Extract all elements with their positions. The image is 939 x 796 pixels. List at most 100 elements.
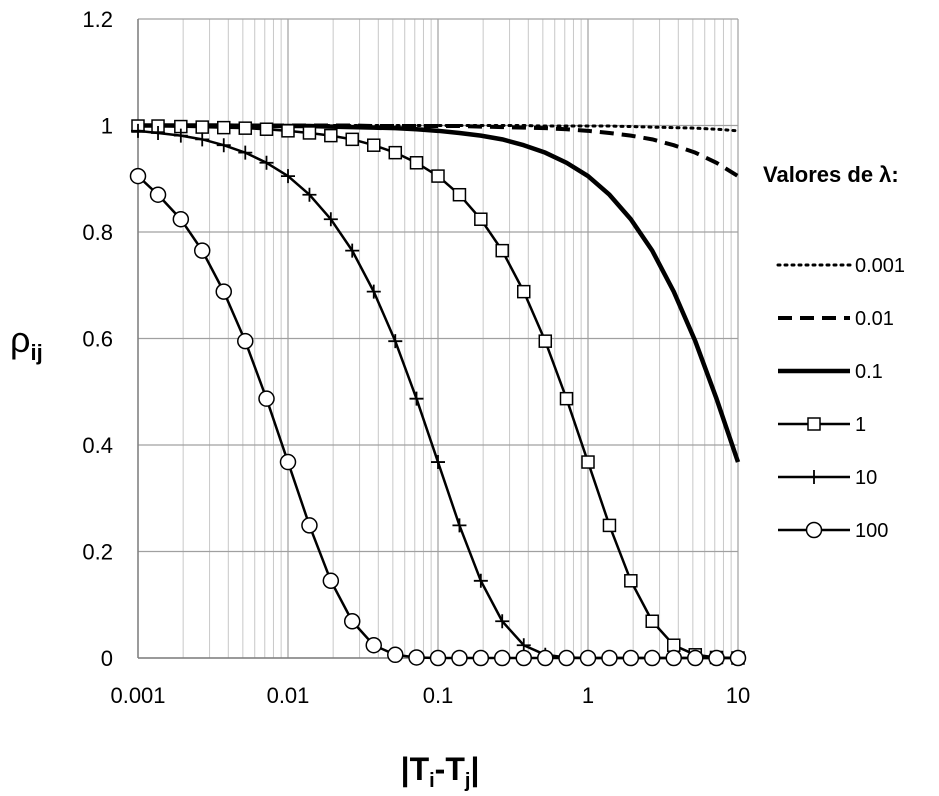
data-point-10 — [238, 145, 253, 160]
data-point-100 — [708, 649, 725, 667]
data-point-10 — [495, 614, 510, 629]
data-point-1 — [281, 124, 295, 138]
data-point-100 — [665, 649, 683, 667]
series-0.1 — [138, 123, 741, 463]
data-point-100 — [687, 649, 704, 667]
data-point-10 — [366, 284, 381, 299]
data-point-100 — [537, 649, 554, 667]
data-point-100 — [129, 167, 147, 185]
data-point-100 — [643, 649, 661, 667]
data-point-100 — [301, 517, 318, 534]
data-point-10 — [216, 138, 231, 153]
data-point-100 — [622, 649, 640, 667]
legend-label-100: 100 — [855, 520, 888, 542]
data-point-1 — [559, 391, 574, 406]
data-point-1 — [367, 138, 381, 152]
data-point-10 — [131, 123, 145, 138]
data-point-100 — [472, 649, 490, 667]
legend-label-0.001: 0.001 — [855, 255, 905, 277]
data-point-1 — [345, 132, 359, 147]
data-point-10 — [281, 169, 295, 184]
data-point-100 — [515, 649, 533, 667]
series-line-0.1 — [138, 123, 741, 463]
legend-label-0.1: 0.1 — [855, 361, 883, 383]
data-point-1 — [195, 120, 209, 134]
data-point-10 — [195, 132, 210, 147]
data-point-10 — [345, 243, 360, 258]
y-tick-label: 1.2 — [82, 7, 113, 32]
legend-title: Valores de λ: — [763, 162, 899, 187]
data-point-10 — [388, 334, 403, 349]
legend-marker-10 — [807, 470, 821, 484]
data-point-10 — [323, 212, 338, 227]
data-point-1 — [667, 638, 681, 652]
x-tick-label: 0.01 — [267, 683, 310, 708]
data-point-1 — [409, 156, 424, 170]
y-axis-title-main: ρ — [10, 319, 30, 360]
legend-item-10: 10 — [778, 467, 877, 489]
series-1 — [131, 119, 745, 665]
data-point-100 — [258, 390, 275, 407]
data-point-1 — [474, 212, 488, 226]
x-tick-label: 0.001 — [110, 683, 165, 708]
x-tick-label: 0.1 — [423, 683, 454, 708]
data-point-100 — [365, 636, 383, 654]
y-axis-title-sub: ij — [30, 340, 42, 365]
data-point-1 — [538, 334, 553, 348]
data-point-1 — [431, 169, 445, 183]
data-point-100 — [237, 332, 254, 350]
y-axis-title: ρij — [10, 319, 43, 365]
data-point-10 — [151, 125, 166, 140]
y-tick-label: 0 — [101, 646, 113, 671]
y-tick-label: 0.8 — [82, 220, 113, 245]
data-point-100 — [579, 649, 597, 667]
legend-label-1: 1 — [855, 414, 866, 436]
x-axis-title-open: |T — [401, 751, 430, 787]
data-point-100 — [172, 210, 190, 228]
data-point-100 — [493, 649, 511, 667]
legend-label-10: 10 — [855, 467, 877, 489]
data-point-1 — [581, 455, 595, 469]
x-axis-title: |Ti-Tj| — [401, 751, 480, 792]
legend-item-0.01: 0.01 — [778, 308, 894, 330]
data-point-100 — [387, 646, 404, 664]
tick-labels: 0.001 0.01 0.1 1 10 0 0.2 0.4 0.6 0.8 1 1.2 — [82, 7, 750, 708]
data-point-10 — [409, 391, 424, 406]
data-point-1 — [517, 284, 531, 299]
data-point-10 — [173, 128, 188, 143]
data-point-100 — [343, 613, 361, 630]
data-point-1 — [324, 128, 338, 143]
data-point-100 — [429, 649, 447, 667]
data-point-10 — [452, 518, 467, 533]
data-point-100 — [408, 649, 425, 666]
data-point-100 — [279, 453, 297, 471]
data-point-1 — [452, 187, 467, 202]
data-point-1 — [259, 122, 274, 136]
data-point-1 — [238, 121, 253, 135]
series-layer — [129, 119, 747, 667]
x-axis-title-dash: -T — [435, 751, 466, 787]
x-tick-label: 10 — [726, 683, 750, 708]
data-point-100 — [451, 649, 468, 667]
grid — [137, 18, 739, 659]
legend: 0.001 0.01 0.1 1 10 100 — [776, 255, 905, 542]
y-tick-label: 1 — [101, 114, 113, 139]
legend-item-0.001: 0.001 — [776, 255, 905, 277]
legend-label-0.01: 0.01 — [855, 308, 894, 330]
data-point-100 — [193, 242, 211, 259]
data-point-10 — [431, 455, 445, 470]
legend-item-100: 100 — [778, 520, 888, 542]
data-point-1 — [495, 243, 509, 258]
data-point-100 — [322, 572, 340, 590]
data-point-100 — [215, 283, 233, 300]
x-axis-title-sub-j: j — [464, 770, 471, 792]
y-tick-label: 0.4 — [82, 433, 113, 458]
legend-item-0.1: 0.1 — [778, 361, 883, 383]
y-tick-label: 0.6 — [82, 327, 113, 352]
data-point-10 — [259, 155, 274, 170]
data-point-1 — [624, 574, 638, 588]
y-tick-label: 0.2 — [82, 540, 113, 565]
data-point-100 — [149, 186, 167, 203]
data-point-100 — [558, 649, 575, 667]
legend-marker-1 — [807, 417, 821, 431]
